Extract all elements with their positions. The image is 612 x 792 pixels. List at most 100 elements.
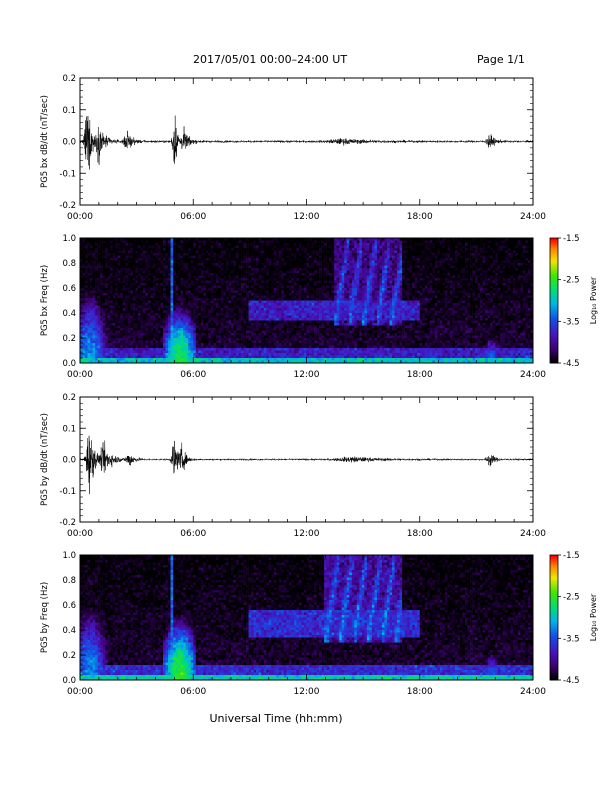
spectrogram-cell bbox=[213, 345, 217, 349]
spectrogram-cell bbox=[283, 355, 287, 359]
spectrogram-cell bbox=[266, 320, 270, 324]
spectrogram-cell bbox=[100, 355, 103, 359]
spectrogram-cell bbox=[306, 250, 310, 254]
spectrogram-cell bbox=[271, 360, 275, 364]
spectrogram-cell bbox=[291, 258, 295, 261]
spectrogram-cell bbox=[200, 263, 204, 266]
spectrogram-cell bbox=[97, 245, 101, 249]
spectrogram-cell bbox=[311, 270, 315, 274]
spectrogram-cell bbox=[97, 283, 101, 286]
spectrogram-cell bbox=[125, 313, 129, 316]
spectrogram-cell bbox=[110, 360, 114, 364]
spectrogram-cell bbox=[248, 243, 252, 246]
spectrogram-cell bbox=[198, 350, 202, 354]
spectrogram-cell bbox=[256, 275, 259, 279]
spectrogram-cell bbox=[120, 355, 124, 359]
spectrogram-cell bbox=[296, 238, 300, 241]
spectrogram-cell bbox=[241, 343, 244, 346]
spectrogram-cell bbox=[203, 320, 207, 324]
spectrogram-cell bbox=[263, 350, 267, 354]
spectrogram-cell bbox=[210, 243, 214, 246]
spectrogram-cell bbox=[95, 278, 98, 281]
spectrogram-cell bbox=[296, 353, 300, 356]
spectrogram-cell bbox=[231, 303, 234, 306]
spectrogram-cell bbox=[85, 255, 88, 259]
spectrogram-cell bbox=[314, 280, 317, 284]
spectrogram-cell bbox=[85, 290, 88, 294]
spectrogram-cell bbox=[228, 323, 232, 326]
spectrogram-cell bbox=[147, 250, 151, 254]
spectrogram-cell bbox=[130, 253, 134, 256]
spectrogram-cell bbox=[248, 338, 252, 341]
spectrogram-cell bbox=[117, 280, 121, 284]
spectrogram-cell bbox=[208, 255, 212, 259]
spectrogram-cell bbox=[100, 275, 103, 279]
spectrogram-cell bbox=[185, 338, 189, 341]
spectrogram-cell bbox=[236, 255, 239, 259]
spectrogram-cell bbox=[296, 295, 300, 299]
spectrogram-cell bbox=[132, 248, 136, 251]
spectrogram-cell bbox=[288, 283, 292, 286]
spectrogram-cell bbox=[220, 330, 224, 334]
spectrogram-cell bbox=[268, 290, 272, 294]
spectrogram-cell bbox=[253, 278, 257, 281]
spectrogram-cell bbox=[190, 290, 194, 294]
spectrogram-cell bbox=[183, 278, 186, 281]
spectrogram-cell bbox=[132, 283, 136, 286]
spectrogram-cell bbox=[170, 338, 174, 341]
spectrogram-cell bbox=[215, 270, 219, 274]
spectrogram-cell bbox=[122, 358, 126, 361]
spectrogram-cell bbox=[298, 303, 302, 306]
spectrogram-cell bbox=[105, 338, 108, 341]
spectrogram-cell bbox=[85, 245, 88, 249]
spectrogram-cell bbox=[170, 313, 174, 316]
spectrogram-cell bbox=[137, 263, 141, 266]
spectrogram-cell bbox=[85, 300, 88, 304]
spectrogram-cell bbox=[241, 338, 244, 341]
spectrogram-cell bbox=[273, 298, 277, 301]
spectrogram-cell bbox=[248, 280, 252, 284]
spectrogram-cell bbox=[223, 315, 227, 319]
spectrogram-cell bbox=[115, 313, 119, 316]
spectrogram-cell bbox=[236, 358, 239, 361]
spectrogram-cell bbox=[188, 260, 192, 264]
spectrogram-cell bbox=[122, 263, 126, 266]
spectrogram-cell bbox=[266, 310, 270, 314]
spectrogram-cell bbox=[97, 330, 101, 334]
spectrogram-cell bbox=[158, 238, 161, 241]
spectrogram-cell bbox=[309, 358, 312, 361]
spectrogram-cell bbox=[165, 290, 169, 294]
spectrogram-cell bbox=[296, 288, 300, 291]
spectrogram-cell bbox=[298, 320, 302, 324]
spectrogram-cell bbox=[110, 283, 114, 286]
spectrogram-cell bbox=[200, 303, 204, 306]
spectrogram-cell bbox=[155, 268, 159, 271]
spectrogram-cell bbox=[80, 300, 83, 304]
spectrogram-cell bbox=[100, 300, 103, 304]
spectrogram-cell bbox=[198, 290, 202, 294]
spectrogram-cell bbox=[271, 278, 275, 281]
spectrogram-cell bbox=[183, 323, 186, 326]
spectrogram-cell bbox=[321, 253, 325, 256]
spectrogram-cell bbox=[160, 250, 164, 254]
spectrogram-cell bbox=[105, 305, 108, 309]
spectrogram-cell bbox=[165, 348, 169, 351]
spectrogram-cell bbox=[266, 350, 270, 354]
spectrogram-cell bbox=[236, 293, 239, 296]
spectrogram-cell bbox=[215, 338, 219, 341]
spectrogram-cell bbox=[271, 258, 275, 261]
spectrogram-cell bbox=[316, 280, 320, 284]
spectrogram-cell bbox=[286, 295, 290, 299]
spectrogram-cell bbox=[314, 353, 317, 356]
spectrogram-cell bbox=[281, 250, 285, 254]
spectrogram-cell bbox=[311, 298, 315, 301]
spectrogram-cell bbox=[268, 260, 272, 264]
spectrogram-cell bbox=[263, 250, 267, 254]
spectrogram-cell bbox=[170, 240, 174, 244]
spectrogram-cell bbox=[82, 270, 86, 274]
spectrogram-cell bbox=[193, 280, 197, 284]
spectrogram-cell bbox=[253, 243, 257, 246]
spectrogram-cell bbox=[190, 278, 194, 281]
spectrogram-cell bbox=[281, 260, 285, 264]
spectrogram-cell bbox=[163, 265, 166, 269]
